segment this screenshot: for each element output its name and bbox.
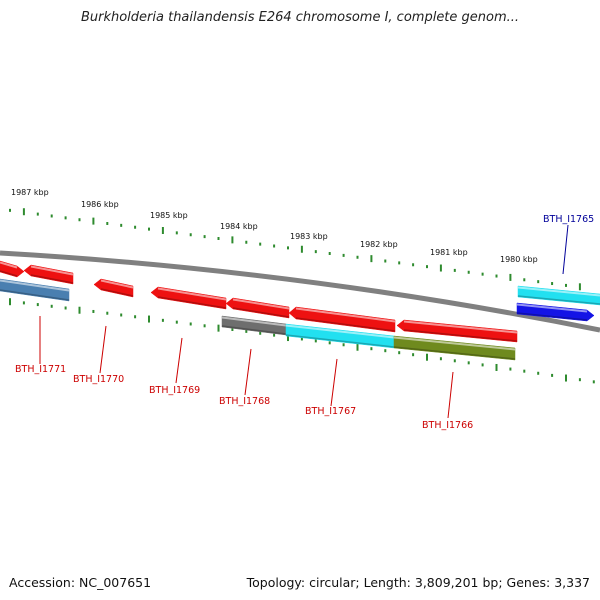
gene-arrow-shade — [403, 329, 518, 342]
gene-label-line — [99, 325, 107, 374]
gene-features — [0, 260, 600, 361]
gene-label-lines — [39, 224, 569, 419]
gene-arrow-shade — [393, 346, 516, 360]
gene-arrow — [396, 319, 518, 343]
gene-arrow-highlight — [516, 303, 588, 313]
scale-label: 1982 kbp — [360, 240, 398, 249]
accession-text: Accession: NC_007651 — [9, 575, 152, 590]
gene-label: BTH_I1769 — [149, 385, 200, 396]
gene-label: BTH_I1768 — [219, 396, 270, 407]
gene-label-line — [330, 358, 338, 407]
gene-arrow-highlight — [0, 261, 18, 269]
scale-labels: 1987 kbp 1986 kbp 1985 kbp 1984 kbp 1983 kbp… — [11, 188, 538, 264]
chromosome-backbone — [0, 250, 600, 333]
gene-arrow-highlight — [285, 324, 395, 339]
gene-arrow-highlight — [0, 279, 70, 292]
scale-label: 1981 kbp — [430, 248, 468, 257]
gene-label-line — [244, 348, 252, 396]
gene-label: BTH_I1770 — [73, 374, 124, 385]
gene-label-line — [175, 337, 183, 384]
scale-label: 1983 kbp — [290, 232, 328, 241]
gene-label-line — [447, 371, 454, 419]
gene-label: BTH_I1766 — [422, 420, 473, 431]
gene-arrow-shade — [100, 288, 134, 297]
gene-labels: BTH_I1771 BTH_I1770 BTH_I1769 BTH_I1768 BTH_… — [15, 214, 594, 431]
gene-arrow-highlight — [157, 287, 227, 301]
gene-arrow — [517, 285, 600, 306]
gene-label: BTH_I1767 — [305, 406, 356, 417]
gene-arrow-highlight — [221, 316, 287, 327]
gene-arrow — [23, 264, 74, 285]
gene-arrow-shade — [517, 295, 600, 305]
map-title: Burkholderia thailandensis E264 chromoso… — [80, 10, 520, 25]
gene-arrow-shade — [30, 274, 74, 284]
gene-arrow-shade — [221, 325, 287, 335]
gene-arrow-shade — [285, 334, 395, 348]
gene-arrow-shade — [157, 296, 227, 309]
gene-arrow — [0, 278, 70, 302]
gene-arrow-shade — [0, 270, 18, 277]
scale-label: 1986 kbp — [81, 200, 119, 209]
gene-arrow — [516, 302, 595, 322]
gene-arrow-highlight — [295, 307, 396, 323]
gene-label: BTH_I1765 — [543, 214, 594, 225]
scale-label: 1980 kbp — [500, 255, 538, 264]
gene-arrow-shade — [232, 307, 290, 318]
gene-arrow-highlight — [232, 298, 290, 310]
gene-arrow — [93, 278, 134, 298]
gene-arrow — [225, 297, 290, 319]
gene-arrow — [288, 306, 396, 333]
gene-arrow-highlight — [393, 336, 516, 351]
gene-arrow-highlight — [100, 279, 134, 289]
scale-label: 1985 kbp — [150, 211, 188, 220]
gene-arrow-shade — [0, 289, 70, 301]
gene-arrow — [393, 335, 516, 361]
scale-label: 1987 kbp — [11, 188, 49, 197]
gene-arrow-highlight — [30, 265, 74, 276]
topology-text: Topology: circular; Length: 3,809,201 bp… — [246, 575, 590, 590]
gene-arrow-shade — [516, 312, 588, 321]
gene-arrow-highlight — [517, 286, 600, 297]
scale-label: 1984 kbp — [220, 222, 258, 231]
gene-arrow-shade — [295, 317, 396, 332]
gene-arrow-highlight — [403, 320, 518, 334]
gene-label-line — [562, 224, 569, 275]
gene-label: BTH_I1771 — [15, 364, 66, 375]
inner-scale-ticks — [9, 298, 595, 384]
outer-scale-ticks — [9, 208, 581, 291]
